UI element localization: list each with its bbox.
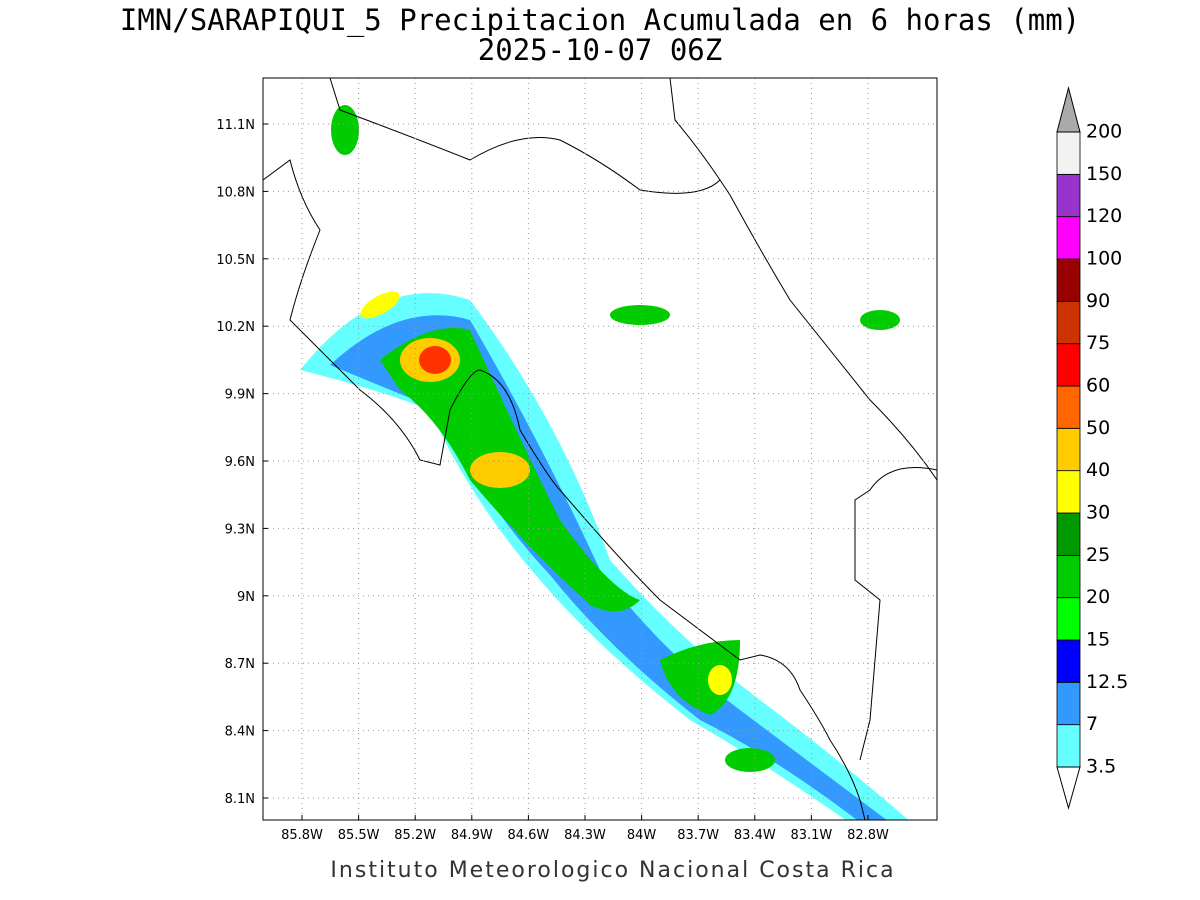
title: IMN/SARAPIQUI_5 Precipitacion Acumulada … bbox=[120, 3, 1080, 38]
lon-label: 83.7W bbox=[677, 828, 719, 843]
lat-label: 10.2N bbox=[216, 320, 255, 335]
colorbar-cell bbox=[1056, 131, 1081, 175]
colorbar-cell bbox=[1056, 258, 1081, 302]
colorbar-label: 90 bbox=[1086, 290, 1110, 312]
colorbar-cell bbox=[1056, 470, 1081, 514]
colorbar-label: 120 bbox=[1086, 205, 1122, 227]
colorbar-label: 75 bbox=[1086, 332, 1110, 354]
coastline bbox=[263, 78, 937, 820]
lon-label: 85.5W bbox=[338, 828, 380, 843]
lon-label: 83.1W bbox=[790, 828, 832, 843]
lat-label: 8.1N bbox=[225, 792, 255, 807]
colorbar-under bbox=[1056, 766, 1081, 810]
lat-label: 9.9N bbox=[225, 388, 255, 403]
colorbar-label: 40 bbox=[1086, 459, 1110, 481]
footer: Instituto Meteorologico Nacional Costa R… bbox=[330, 858, 895, 883]
lat-label: 8.7N bbox=[225, 657, 255, 672]
lon-label: 84W bbox=[627, 828, 657, 843]
lat-label: 10.5N bbox=[216, 253, 255, 268]
colorbar-label: 200 bbox=[1086, 121, 1122, 143]
map-frame bbox=[262, 77, 938, 821]
lon-label: 82.8W bbox=[847, 828, 889, 843]
colorbar-cell bbox=[1056, 343, 1081, 387]
colorbar-cell bbox=[1056, 639, 1081, 683]
lat-label: 10.8N bbox=[216, 185, 255, 200]
colorbar-label: 60 bbox=[1086, 375, 1110, 397]
colorbar-label: 30 bbox=[1086, 502, 1110, 524]
colorbar-label: 15 bbox=[1086, 629, 1110, 651]
colorbar-cell bbox=[1056, 597, 1081, 641]
precipitation bbox=[300, 105, 909, 820]
colorbar-label: 7 bbox=[1086, 713, 1098, 735]
colorbar-label: 50 bbox=[1086, 417, 1110, 439]
colorbar-label: 12.5 bbox=[1086, 671, 1128, 693]
colorbar-label: 150 bbox=[1086, 163, 1122, 185]
lon-label: 84.3W bbox=[564, 828, 606, 843]
colorbar-cell bbox=[1056, 385, 1081, 429]
lon-label: 83.4W bbox=[734, 828, 776, 843]
colorbar-label: 3.5 bbox=[1086, 756, 1116, 778]
colorbar-over bbox=[1056, 86, 1081, 133]
lat-label: 9N bbox=[237, 590, 255, 605]
colorbar-label: 25 bbox=[1086, 544, 1110, 566]
lon-label: 85.2W bbox=[394, 828, 436, 843]
colorbar-cell bbox=[1056, 173, 1081, 218]
lon-label: 84.9W bbox=[451, 828, 493, 843]
subtitle: 2025-10-07 06Z bbox=[478, 33, 722, 67]
colorbar-cell bbox=[1056, 681, 1081, 726]
map-area bbox=[263, 78, 937, 820]
colorbar-cell bbox=[1056, 216, 1081, 260]
colorbar-cell bbox=[1056, 300, 1081, 345]
colorbar-cell bbox=[1056, 554, 1081, 599]
colorbar-label: 100 bbox=[1086, 248, 1122, 270]
lon-label: 85.8W bbox=[281, 828, 323, 843]
lat-label: 8.4N bbox=[225, 725, 255, 740]
colorbar-cell bbox=[1056, 512, 1081, 556]
lat-label: 9.3N bbox=[225, 522, 255, 537]
lat-label: 9.6N bbox=[225, 455, 255, 470]
colorbar-label: 20 bbox=[1086, 586, 1110, 608]
colorbar-cell bbox=[1056, 724, 1081, 768]
colorbar-cell bbox=[1056, 427, 1081, 472]
lat-label: 11.1N bbox=[216, 118, 255, 133]
lon-label: 84.6W bbox=[507, 828, 549, 843]
